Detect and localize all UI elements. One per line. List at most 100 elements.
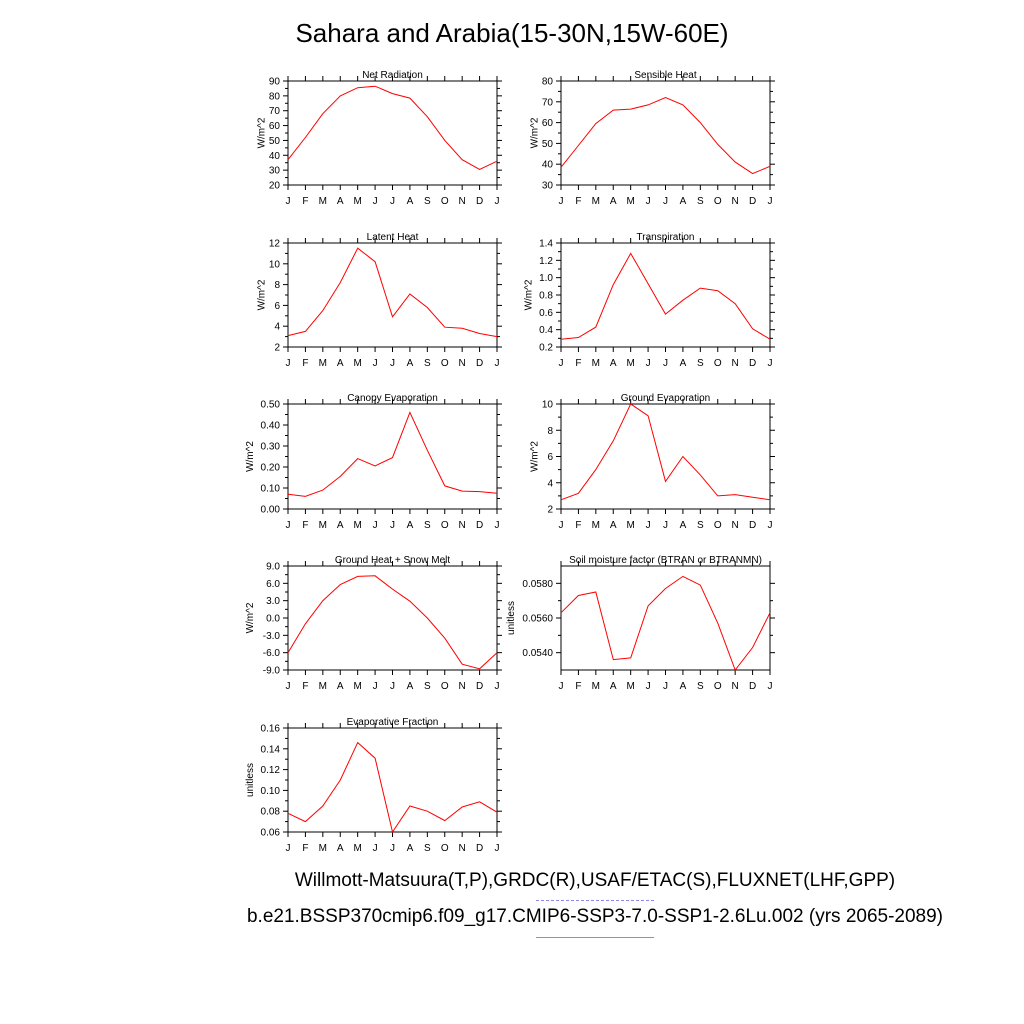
y-tick-label: 0.2 <box>539 343 553 354</box>
y-tick-label: 9.0 <box>266 562 280 573</box>
y-tick-label: 50 <box>269 136 281 147</box>
x-tick-label: D <box>749 196 756 207</box>
y-tick-label: 0.00 <box>261 505 281 516</box>
x-tick-label: D <box>749 681 756 692</box>
y-axis-label: W/m^2 <box>529 441 540 472</box>
x-tick-label: D <box>476 843 483 854</box>
x-tick-label: A <box>610 358 617 369</box>
x-tick-label: J <box>373 681 378 692</box>
plot-frame <box>287 727 498 833</box>
y-axis-label: W/m^2 <box>245 441 256 472</box>
y-tick-label: 2 <box>547 505 553 516</box>
x-tick-label: N <box>732 358 739 369</box>
x-tick-label: N <box>459 358 466 369</box>
x-tick-label: J <box>646 196 651 207</box>
x-tick-label: M <box>353 358 361 369</box>
x-tick-label: J <box>286 843 291 854</box>
x-tick-label: M <box>626 520 634 531</box>
x-tick-label: M <box>353 196 361 207</box>
plot-frame <box>560 242 771 348</box>
y-tick-label: -3.0 <box>263 631 281 642</box>
y-tick-label: 70 <box>542 97 554 108</box>
y-tick-label: 0.6 <box>539 308 553 319</box>
x-tick-label: S <box>424 196 431 207</box>
series-line <box>560 403 771 501</box>
x-tick-label: J <box>663 520 668 531</box>
y-tick-label: 8 <box>547 426 553 437</box>
y-tick-label: 0.20 <box>261 463 281 474</box>
x-tick-label: J <box>390 520 395 531</box>
y-axis-label: W/m^2 <box>245 602 256 633</box>
y-tick-label: 2 <box>274 343 280 354</box>
x-tick-label: J <box>559 681 564 692</box>
x-tick-label: J <box>373 520 378 531</box>
x-tick-label: D <box>476 196 483 207</box>
x-tick-label: J <box>286 681 291 692</box>
y-tick-label: 40 <box>269 151 281 162</box>
x-tick-label: J <box>646 681 651 692</box>
x-tick-label: M <box>353 520 361 531</box>
y-tick-label: 0.06 <box>261 828 281 839</box>
x-tick-label: A <box>407 681 414 692</box>
y-tick-label: 20 <box>269 181 281 192</box>
x-tick-label: S <box>424 681 431 692</box>
x-tick-label: J <box>495 196 500 207</box>
x-tick-label: A <box>610 196 617 207</box>
x-tick-label: J <box>373 358 378 369</box>
x-tick-label: J <box>663 196 668 207</box>
y-axis-label: W/m^2 <box>524 279 535 310</box>
x-tick-label: J <box>373 196 378 207</box>
series-line <box>287 85 498 170</box>
x-tick-label: O <box>714 196 722 207</box>
y-axis-label: unitless <box>245 763 256 797</box>
y-tick-label: 3.0 <box>266 596 280 607</box>
x-tick-label: J <box>286 196 291 207</box>
x-tick-label: O <box>441 681 449 692</box>
y-tick-label: 0.0540 <box>522 648 553 659</box>
x-tick-label: A <box>407 196 414 207</box>
x-tick-label: J <box>663 358 668 369</box>
series-line <box>287 247 498 338</box>
y-tick-label: 0.14 <box>261 744 281 755</box>
legend-solid-line <box>536 937 654 938</box>
panel-title: Transpiration <box>637 232 695 243</box>
x-tick-label: F <box>302 358 308 369</box>
x-tick-label: M <box>319 843 327 854</box>
page-title: Sahara and Arabia(15-30N,15W-60E) <box>295 18 729 48</box>
x-tick-label: J <box>495 681 500 692</box>
y-tick-label: 6.0 <box>266 579 280 590</box>
x-tick-label: J <box>390 843 395 854</box>
x-tick-label: J <box>495 358 500 369</box>
x-tick-label: F <box>302 681 308 692</box>
x-tick-label: N <box>459 520 466 531</box>
y-tick-label: 40 <box>542 160 554 171</box>
plot-frame <box>560 565 771 671</box>
x-tick-label: D <box>476 520 483 531</box>
x-tick-label: S <box>424 358 431 369</box>
x-tick-label: S <box>424 520 431 531</box>
x-tick-label: M <box>626 358 634 369</box>
panel-title: Soil moisture factor (BTRAN or BTRANMN) <box>569 555 762 566</box>
plot-frame <box>560 403 771 510</box>
x-tick-label: D <box>476 681 483 692</box>
y-tick-label: 0.10 <box>261 786 281 797</box>
series-line <box>287 411 498 497</box>
x-tick-label: J <box>646 520 651 531</box>
x-tick-label: J <box>663 681 668 692</box>
x-tick-label: M <box>319 196 327 207</box>
x-tick-label: D <box>476 358 483 369</box>
y-tick-label: 0.0560 <box>522 614 553 625</box>
x-tick-label: M <box>592 520 600 531</box>
x-tick-label: F <box>302 196 308 207</box>
x-tick-label: A <box>407 358 414 369</box>
y-tick-label: 0.8 <box>539 291 553 302</box>
x-tick-label: M <box>626 196 634 207</box>
x-tick-label: N <box>732 520 739 531</box>
x-tick-label: J <box>559 358 564 369</box>
y-tick-label: 0.0580 <box>522 579 553 590</box>
y-tick-label: 12 <box>269 239 281 250</box>
